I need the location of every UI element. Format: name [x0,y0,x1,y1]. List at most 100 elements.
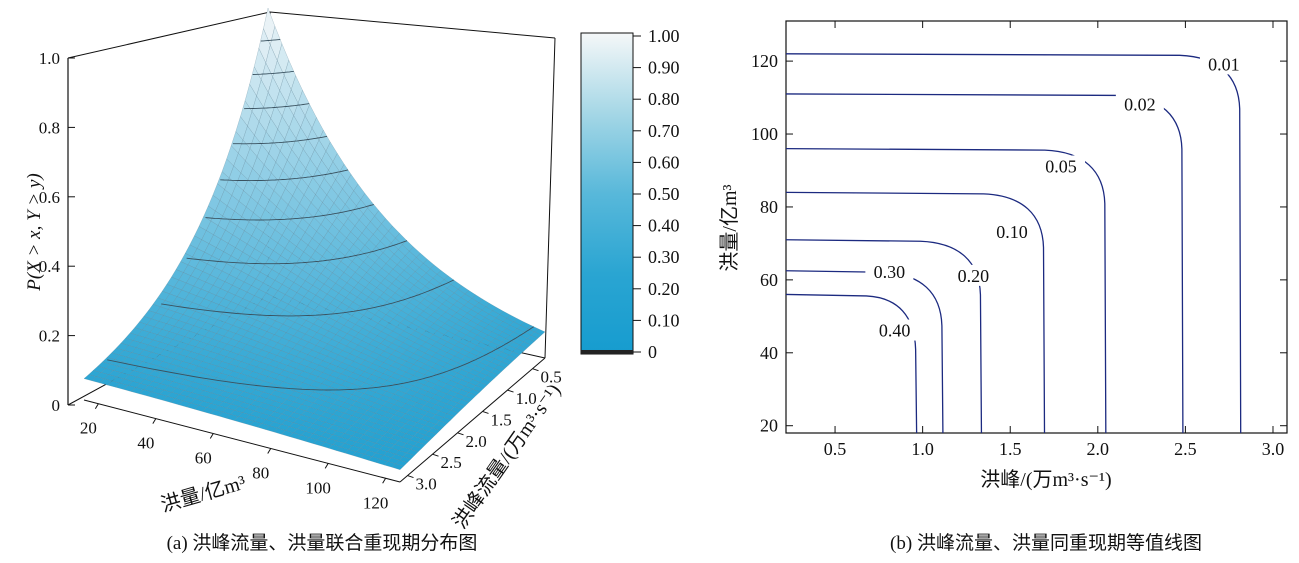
box-top-back-edge [269,11,556,39]
x-tick-mark [324,463,329,469]
contour-level-label: 0.05 [1045,156,1077,176]
caption-a: (a) 洪峰流量、洪量联合重现期分布图 [167,532,478,554]
surface-level-line [260,39,281,42]
z-tick-label: 0.6 [39,188,60,207]
contour-y-tick-label: 100 [751,124,778,144]
contour-y-tick-label: 60 [760,270,778,290]
contour-level-label: 0.20 [958,266,990,286]
surface-level-line [186,240,408,265]
z-tick-label: 0.4 [39,257,61,276]
contour-lines: 0.01 0.02 0.05 0.10 0.20 0.30 0.40 [785,53,1248,434]
contour-y-axis-label: 洪量/亿m³ [718,184,741,271]
contour-y-tick-label: 40 [760,343,778,363]
y-tick-mark [532,368,539,372]
contour-label-bg [1199,53,1248,75]
y-tick-mark [457,432,464,436]
contour-x-ticks: 0.5 1.0 1.5 2.0 2.5 3.0 [824,21,1284,459]
contour-line [785,293,918,434]
contour-level-label: 0.30 [874,262,906,282]
caption-b: (b) 洪峰流量、洪量同重现期等值线图 [890,532,1202,554]
x-tick-label: 40 [137,434,154,453]
contour-x-tick-label: 0.5 [824,439,847,459]
x-axis-label: 洪量/亿m³ [158,471,248,517]
surface-level-line [220,169,349,182]
colorbar-tick-label: 0.40 [648,216,680,236]
surface-level-line [107,326,535,391]
y-tick-mark [507,389,514,393]
colorbar-tick-label: 0.60 [648,152,680,172]
x-tick-mark [152,418,157,424]
contour-label-bg [865,261,914,283]
contour-level-label: 0.10 [996,222,1028,242]
x-tick-mark [267,448,272,454]
contour-label-bg [1037,155,1086,177]
surface-cell [391,463,404,470]
contour-x-axis-label: 洪峰/(万m³·s⁻¹) [980,468,1111,491]
contour-y-ticks: 20 40 60 80 100 120 [751,51,1287,436]
contour-line [785,147,1107,434]
z-tick-label: 0 [52,396,61,415]
y-axis-line [399,357,546,483]
z-tick-label: 0.8 [39,118,60,137]
contour-line [785,191,1046,434]
contour-line [785,239,983,434]
contour-label-bg [1115,93,1164,115]
contour-axes-frame [785,20,1288,434]
colorbar-zero-band [581,350,633,354]
contour-level-label: 0.40 [879,321,911,341]
contour-label-bg [870,319,919,341]
contour-level-label: 0.01 [1208,54,1240,74]
contour-x-tick-label: 3.0 [1262,439,1285,459]
z-tick-label: 0.2 [39,327,60,346]
box-top-left-edge [67,11,271,59]
y-tick-label: 0.5 [541,368,562,387]
colorbar-ticks: 1.00 0.90 0.80 0.70 0.60 0.50 0.40 0.30 0.20 0.10… [633,26,680,362]
colorbar-tick-label: 0.10 [648,310,680,330]
colorbar-tick-label: 0.50 [648,184,680,204]
x-tick-label: 120 [363,493,389,512]
z-axis-ticks: 0 0.2 0.4 0.6 0.8 1.0 [39,49,75,415]
colorbar-gradient [580,32,634,355]
contour-x-tick-label: 2.5 [1174,439,1197,459]
x-tick-label: 100 [305,478,331,497]
surface-level-line [232,135,328,145]
colorbar-tick-label: 0.20 [648,279,680,299]
colorbar-tick-label: 0.30 [648,247,680,267]
colorbar: 1.00 0.90 0.80 0.70 0.60 0.50 0.40 0.30 0.20 0.10… [580,26,680,362]
x-tick-label: 80 [252,463,269,482]
colorbar-tick-label: 0.80 [648,89,680,109]
x-axis-ticks: 20 40 60 80 100 120 [80,403,389,512]
surface-level-line [252,70,294,75]
contour-label-bg [949,264,998,286]
contour-x-tick-label: 2.0 [1087,439,1110,459]
x-tick-mark [94,403,99,409]
y-tick-label: 3.0 [416,475,437,494]
y-tick-mark [432,453,439,457]
y-axis-ticks: 0.51.01.52.02.53.0 [407,368,562,494]
contour-y-tick-label: 80 [760,197,778,217]
x-tick-label: 20 [80,419,97,438]
contour-x-tick-label: 1.0 [911,439,934,459]
y-tick-label: 2.0 [466,432,487,451]
x-axis-line [83,399,401,483]
contour-label-bg [987,221,1036,243]
y-tick-mark [407,475,414,479]
contour-x-tick-label: 1.5 [999,439,1022,459]
x-tick-mark [209,433,214,439]
contour-y-tick-label: 20 [760,416,778,436]
surface-level-line [244,103,310,110]
z-tick-label: 1.0 [39,49,60,68]
colorbar-tick-label: 1.00 [648,26,680,46]
x-tick-mark [382,478,387,484]
box-back-right-edge [544,37,556,359]
y-tick-label: 1.5 [491,410,512,429]
z-axis-label: P(X > x, Y > y) [24,173,45,291]
contour-line [785,53,1242,434]
surface-level-line [205,204,374,221]
surface-mesh [83,7,546,470]
surface-level-line [161,279,454,317]
y-tick-label: 1.0 [516,389,537,408]
